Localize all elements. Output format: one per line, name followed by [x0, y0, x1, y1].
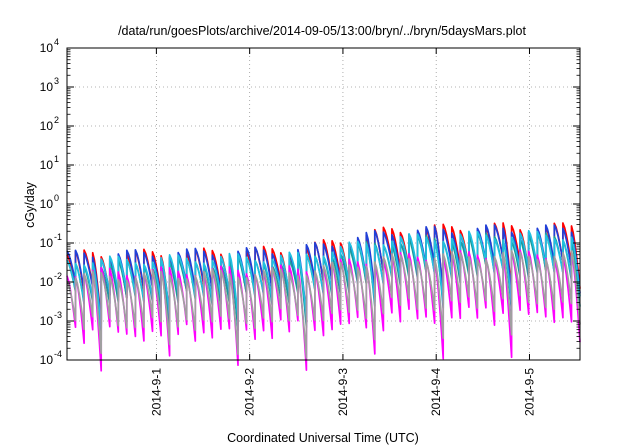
y-tick-label: 10 [40, 119, 54, 133]
x-tick-label: 2014-9-4 [429, 368, 443, 416]
chart-title: /data/run/goesPlots/archive/2014-09-05/1… [118, 24, 526, 38]
x-tick-label: 2014-9-5 [522, 368, 536, 416]
x-tick-label: 2014-9-3 [336, 368, 350, 416]
y-tick-exponent: 1 [54, 154, 59, 164]
series-group [66, 222, 581, 372]
y-tick-exponent: 4 [54, 37, 59, 47]
y-tick-exponent: -3 [54, 310, 62, 320]
x-tick-label: 2014-9-2 [243, 368, 257, 416]
y-tick-exponent: -2 [54, 271, 62, 281]
y-tick-exponent: 0 [54, 193, 59, 203]
y-tick-label: 10 [40, 197, 54, 211]
tick-marks [67, 47, 580, 361]
x-axis-label: Coordinated Universal Time (UTC) [227, 431, 419, 445]
y-tick-exponent: -1 [54, 232, 62, 242]
y-tick-label: 10 [40, 353, 54, 367]
series-line [66, 249, 581, 359]
y-tick-label: 10 [40, 41, 54, 55]
y-tick-exponent: 3 [54, 76, 59, 86]
y-tick-label: 10 [40, 158, 54, 172]
y-axis-label: cGy/day [23, 181, 37, 228]
y-tick-exponent: 2 [54, 115, 59, 125]
x-tick-label: 2014-9-1 [149, 368, 163, 416]
y-tick-label: 10 [40, 236, 54, 250]
tick-labels: 2014-9-1 2014-9-2 2014-9-3 2014-9-4 2014-9-5… [40, 37, 537, 416]
y-tick-label: 10 [40, 314, 54, 328]
y-tick-label: 10 [40, 275, 54, 289]
y-tick-label: 10 [40, 80, 54, 94]
y-tick-exponent: -4 [54, 349, 62, 359]
